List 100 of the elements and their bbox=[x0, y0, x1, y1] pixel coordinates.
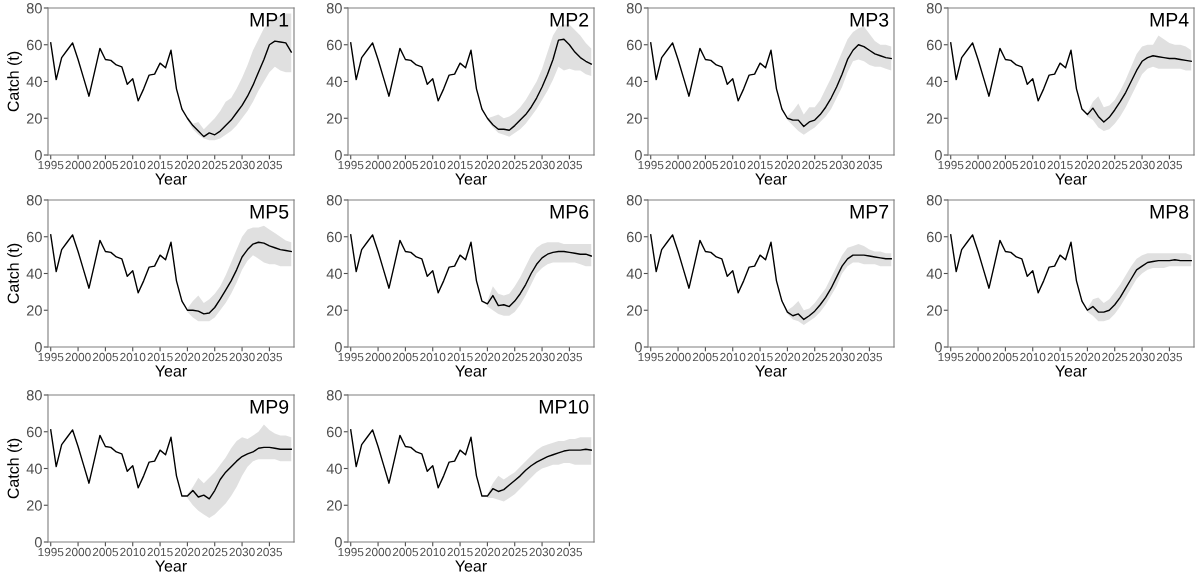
y-tick-label: 40 bbox=[326, 463, 342, 474]
y-tick-label: 60 bbox=[326, 426, 342, 438]
x-tick-label: 2005 bbox=[692, 352, 719, 362]
x-axis-title: Year bbox=[455, 560, 487, 572]
x-tick-label: 1995 bbox=[38, 352, 64, 362]
x-tick-label: 2005 bbox=[392, 160, 419, 170]
x-tick-label: 1995 bbox=[38, 160, 64, 170]
y-tick-label: 40 bbox=[26, 268, 42, 279]
y-tick-label: 40 bbox=[926, 268, 942, 279]
x-tick-label: 2030 bbox=[1129, 352, 1155, 362]
x-axis-title: Year bbox=[155, 365, 187, 377]
x-tick-label: 2025 bbox=[202, 160, 228, 170]
x-tick-label: 2025 bbox=[1102, 160, 1128, 170]
x-tick-label: 2025 bbox=[202, 547, 228, 557]
x-tick-label: 2030 bbox=[829, 160, 855, 170]
chart-title: MP1 bbox=[250, 13, 289, 27]
x-axis-title: Year bbox=[155, 560, 187, 572]
y-axis-title: Catch (t) bbox=[7, 438, 23, 499]
x-tick-label: 2015 bbox=[1047, 160, 1073, 170]
x-tick-label: 1995 bbox=[938, 160, 964, 170]
x-tick-label: 2020 bbox=[174, 352, 201, 362]
y-tick-label: 60 bbox=[26, 426, 42, 438]
x-tick-label: 2015 bbox=[1047, 352, 1073, 362]
x-axis-title: Year bbox=[1055, 365, 1087, 377]
x-tick-label: 2015 bbox=[147, 352, 173, 362]
x-tick-label: 2020 bbox=[1074, 160, 1101, 170]
x-tick-label: 2000 bbox=[65, 160, 91, 170]
chart-title: MP2 bbox=[550, 12, 589, 27]
x-tick-label: 2005 bbox=[992, 160, 1019, 170]
x-tick-label: 2005 bbox=[392, 352, 419, 362]
x-tick-label: 2000 bbox=[365, 352, 391, 362]
x-tick-label: 2035 bbox=[556, 352, 583, 362]
x-tick-label: 2015 bbox=[147, 160, 173, 170]
x-tick-label: 2015 bbox=[447, 547, 473, 557]
x-tick-label: 2020 bbox=[1074, 352, 1101, 362]
x-tick-label: 2025 bbox=[202, 352, 228, 362]
x-tick-label: 1995 bbox=[638, 160, 664, 170]
y-tick-label: 0 bbox=[34, 537, 42, 548]
x-tick-label: 2015 bbox=[747, 160, 773, 170]
line-series bbox=[650, 42, 892, 128]
y-tick-label: 20 bbox=[326, 500, 342, 511]
y-tick-label: 0 bbox=[634, 150, 642, 161]
y-tick-label: 0 bbox=[934, 342, 942, 353]
y-tick-label: 40 bbox=[626, 76, 642, 87]
y-tick-label: 80 bbox=[326, 3, 342, 14]
x-tick-label: 2005 bbox=[692, 160, 719, 170]
chart-title: MP10 bbox=[539, 399, 589, 414]
y-tick-label: 40 bbox=[626, 268, 642, 279]
line-series bbox=[950, 42, 1192, 123]
x-axis-title: Year bbox=[755, 173, 787, 185]
y-axis-title: Catch (t) bbox=[7, 243, 23, 304]
x-tick-label: 2010 bbox=[120, 160, 146, 170]
x-tick-label: 2000 bbox=[965, 352, 991, 362]
y-tick-label: 20 bbox=[26, 305, 42, 316]
x-tick-label: 2005 bbox=[392, 547, 419, 557]
y-tick-label: 20 bbox=[626, 113, 642, 124]
x-tick-label: 2020 bbox=[474, 160, 501, 170]
y-tick-label: 60 bbox=[926, 39, 942, 51]
x-tick-label: 2025 bbox=[1102, 352, 1128, 362]
y-tick-label: 20 bbox=[26, 113, 42, 124]
x-tick-label: 2035 bbox=[856, 352, 883, 362]
y-tick-label: 20 bbox=[26, 500, 42, 511]
chart-title: MP7 bbox=[850, 205, 889, 219]
y-tick-label: 60 bbox=[326, 39, 342, 51]
line-series bbox=[350, 429, 592, 497]
x-tick-label: 1995 bbox=[338, 160, 364, 170]
line-series bbox=[950, 234, 1192, 313]
y-tick-label: 0 bbox=[334, 342, 342, 353]
x-tick-label: 2015 bbox=[447, 352, 473, 362]
x-tick-label: 2030 bbox=[529, 547, 555, 557]
y-tick-label: 80 bbox=[26, 3, 42, 14]
x-tick-label: 1995 bbox=[38, 547, 64, 557]
line-series bbox=[50, 429, 292, 500]
y-tick-label: 60 bbox=[626, 231, 642, 243]
x-tick-label: 2000 bbox=[965, 160, 991, 170]
y-tick-label: 80 bbox=[26, 390, 42, 401]
line-series bbox=[50, 40, 292, 138]
x-tick-label: 2005 bbox=[92, 547, 119, 557]
y-tick-label: 0 bbox=[934, 150, 942, 161]
x-tick-label: 2005 bbox=[92, 160, 119, 170]
x-tick-label: 2010 bbox=[420, 547, 446, 557]
x-tick-label: 2030 bbox=[229, 160, 255, 170]
x-tick-label: 2000 bbox=[665, 160, 691, 170]
x-tick-label: 2035 bbox=[1156, 160, 1183, 170]
x-tick-label: 2025 bbox=[502, 547, 528, 557]
y-tick-label: 60 bbox=[26, 231, 42, 243]
y-tick-label: 40 bbox=[26, 463, 42, 474]
x-axis-title: Year bbox=[455, 365, 487, 377]
x-tick-label: 2035 bbox=[256, 547, 283, 557]
x-tick-label: 2020 bbox=[174, 160, 201, 170]
x-tick-label: 2015 bbox=[447, 160, 473, 170]
chart-title: MP8 bbox=[1150, 204, 1189, 219]
y-tick-label: 40 bbox=[326, 76, 342, 87]
y-tick-label: 80 bbox=[26, 195, 42, 206]
line-series bbox=[50, 234, 292, 315]
x-tick-label: 2015 bbox=[747, 352, 773, 362]
x-tick-label: 2030 bbox=[229, 352, 255, 362]
y-tick-label: 0 bbox=[34, 150, 42, 161]
x-tick-label: 2005 bbox=[992, 352, 1019, 362]
y-tick-label: 0 bbox=[34, 342, 42, 353]
